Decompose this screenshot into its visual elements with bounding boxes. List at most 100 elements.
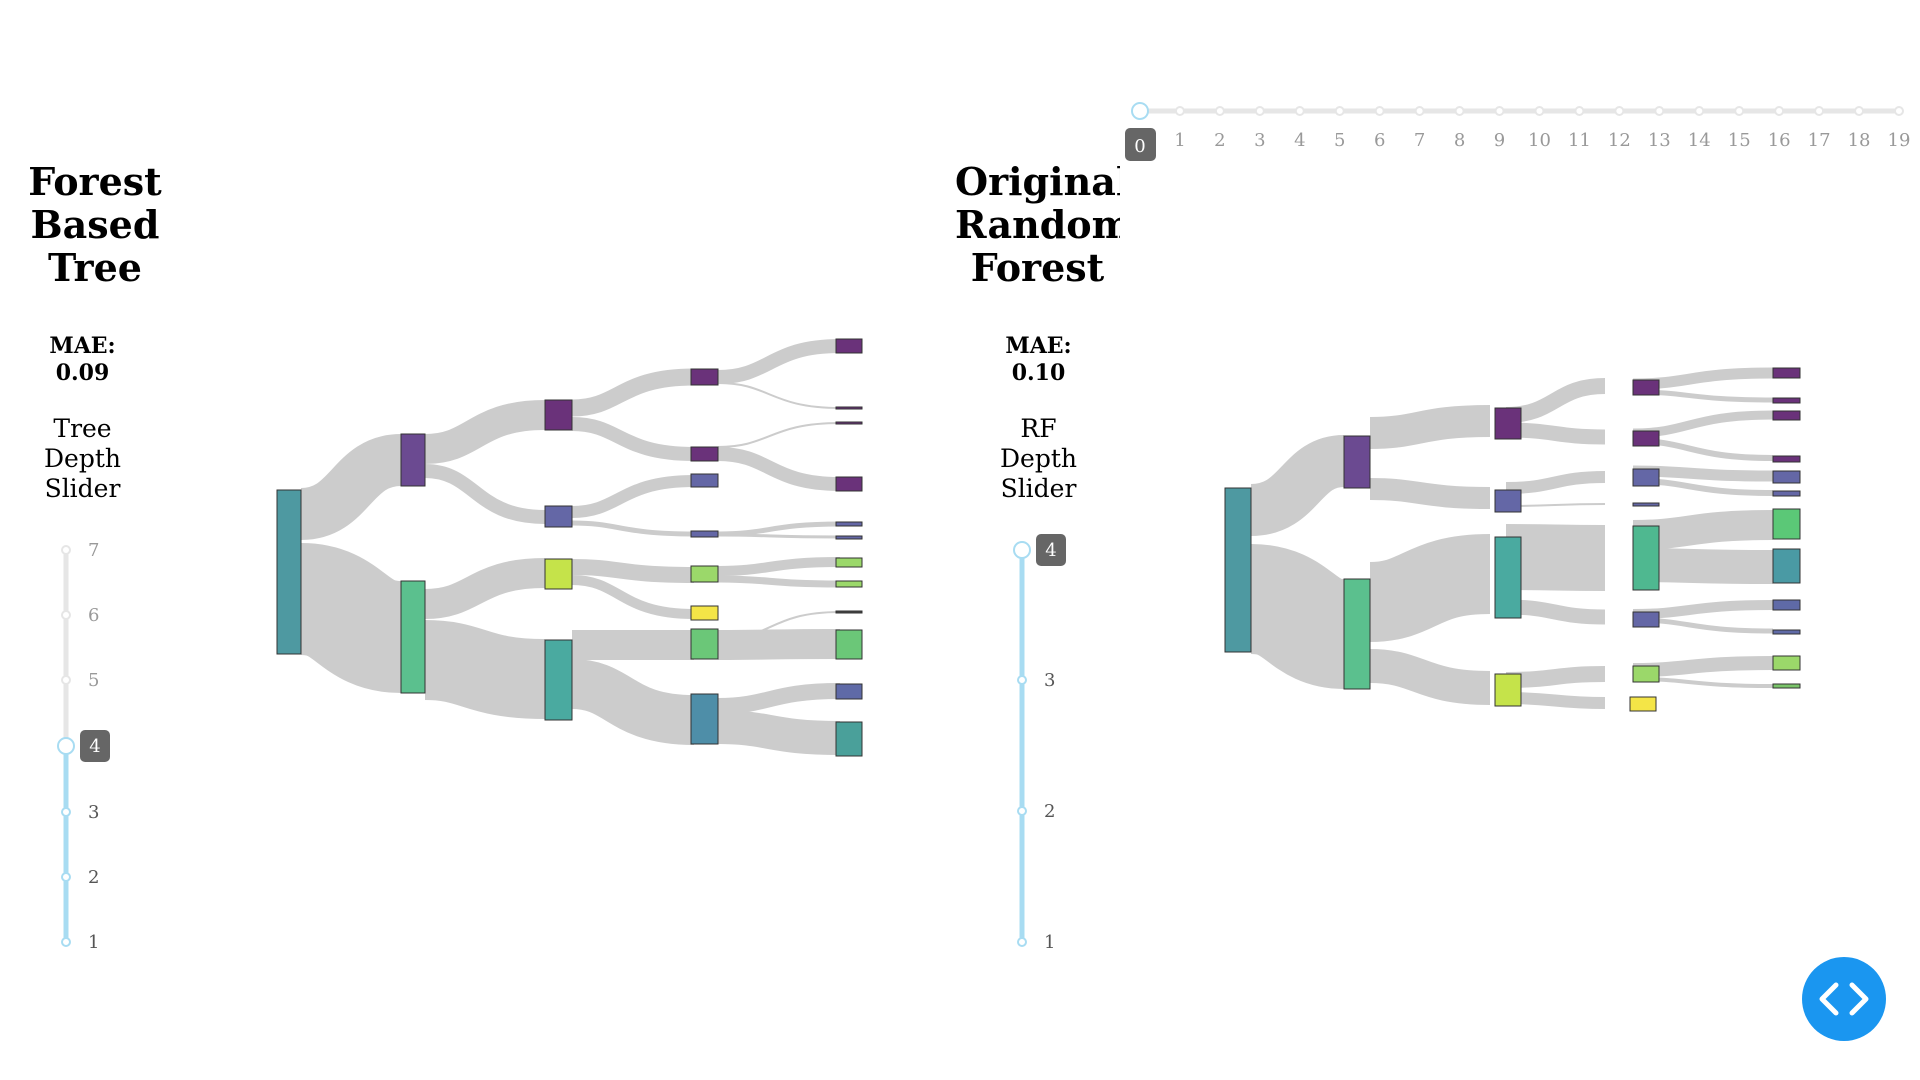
tree-index-tick[interactable]: [1334, 106, 1345, 116]
tree-index-tick-label: 18: [1848, 130, 1871, 151]
tree-node: [835, 629, 863, 660]
forest-node: [1632, 430, 1660, 447]
forest-based-tree-title: Forest Based Tree: [28, 159, 162, 290]
forest-node: [1632, 379, 1660, 396]
tree-node: [400, 433, 426, 487]
tick-label: 2: [88, 867, 99, 888]
tree-index-tick[interactable]: [1534, 106, 1545, 116]
forest-node: [1772, 655, 1801, 671]
tree-index-tick-label: 3: [1254, 130, 1265, 151]
forest-based-tree-sankey: [276, 338, 863, 757]
forest-node: [1772, 397, 1801, 404]
tick-label: 6: [88, 605, 99, 626]
tree-depth-slider-label: Tree Depth Slider: [44, 414, 121, 503]
tree-index-tick[interactable]: [1614, 106, 1625, 116]
tree-index-tick[interactable]: [1294, 106, 1305, 116]
forest-node: [1772, 490, 1801, 497]
tick-label: 1: [1044, 932, 1055, 953]
tree-depth-tick-6[interactable]: 6: [61, 605, 99, 626]
code-toggle-button[interactable]: [1802, 957, 1886, 1041]
tree-index-ticks[interactable]: 1 2 3 4 5 6 7 8 9 10 11 12 13 14 15 16 17 18 19: [1174, 106, 1910, 151]
forest-node: [1632, 611, 1660, 628]
tree-node: [544, 505, 573, 528]
tree-node: [690, 530, 719, 538]
forest-node: [1629, 696, 1657, 712]
rf-depth-tick-1[interactable]: 1: [1017, 932, 1055, 953]
tree-depth-tick-5[interactable]: 5: [61, 670, 99, 691]
forest-node: [1224, 487, 1252, 653]
tree-index-tick[interactable]: [1654, 106, 1665, 116]
tree-index-tick[interactable]: [1574, 106, 1585, 116]
tree-index-tick[interactable]: [1374, 106, 1385, 116]
tree-node: [544, 558, 573, 590]
tree-index-tick[interactable]: [1454, 106, 1465, 116]
tree-index-tick-label: 15: [1728, 130, 1751, 151]
tree-node: [835, 721, 863, 757]
forest-node: [1632, 665, 1660, 683]
forest-node: [1632, 468, 1660, 487]
rf-depth-handle[interactable]: 4: [1013, 534, 1066, 566]
tree-index-tick[interactable]: [1214, 106, 1225, 116]
tree-index-tick[interactable]: [1694, 106, 1705, 116]
tick-label: 3: [1044, 670, 1055, 691]
tree-index-tick[interactable]: [1814, 106, 1825, 116]
tick-label: 3: [88, 802, 99, 823]
forest-node: [1772, 629, 1801, 635]
forest-node: [1772, 599, 1801, 611]
tree-node: [690, 605, 719, 621]
tree-index-tick[interactable]: [1494, 106, 1505, 116]
tree-node: [835, 338, 863, 354]
tree-index-tick-label: 5: [1334, 130, 1345, 151]
original-random-forest-title: Original Random Forest: [955, 160, 1120, 289]
tree-index-tick-label: 6: [1374, 130, 1385, 151]
rf-depth-slider[interactable]: 1 2 3 4: [996, 530, 1086, 960]
tree-nodes: [276, 338, 863, 757]
tree-index-tick-label: 12: [1608, 130, 1631, 151]
tree-index-tick[interactable]: [1894, 106, 1904, 116]
tree-node: [690, 565, 719, 583]
tree-index-tick[interactable]: [1774, 106, 1785, 116]
tick-label: 5: [88, 670, 99, 691]
tree-node: [276, 489, 302, 655]
tree-links: [297, 339, 841, 755]
tree-depth-handle[interactable]: 4: [57, 730, 110, 762]
tree-index-tick-label: 13: [1648, 130, 1671, 151]
tree-node: [835, 476, 863, 492]
left-mae-value: MAE: 0.09: [49, 333, 116, 386]
tree-node: [835, 580, 863, 588]
forest-node: [1632, 525, 1660, 591]
tree-index-tick-label: 2: [1214, 130, 1225, 151]
tree-depth-tick-2[interactable]: 2: [61, 867, 99, 888]
forest-node: [1772, 367, 1801, 379]
rf-depth-tick-2[interactable]: 2: [1017, 801, 1055, 822]
forest-node: [1343, 578, 1371, 690]
forest-node: [1772, 508, 1801, 540]
forest-node: [1772, 410, 1801, 421]
tree-index-tick[interactable]: [1254, 106, 1265, 116]
forest-node: [1772, 470, 1801, 484]
tree-depth-tick-1[interactable]: 1: [61, 932, 99, 953]
tree-index-tick-label: 17: [1808, 130, 1831, 151]
tree-index-tick-label: 11: [1568, 130, 1591, 151]
tree-index-tick[interactable]: [1854, 106, 1865, 116]
tree-node: [835, 406, 863, 410]
tick-label: 7: [88, 540, 99, 561]
tree-index-tick[interactable]: [1414, 106, 1425, 116]
tree-depth-slider[interactable]: 1 2 3 5 6 7 4: [40, 530, 130, 960]
tree-depth-tick-3[interactable]: 3: [61, 802, 99, 823]
tree-index-tick-label: 10: [1528, 130, 1551, 151]
tick-label: 1: [88, 932, 99, 953]
tree-index-tick[interactable]: [1734, 106, 1745, 116]
forest-nodes: [1224, 367, 1801, 712]
tree-node: [544, 639, 573, 721]
forest-node: [1494, 536, 1522, 619]
tree-index-handle[interactable]: 0: [1125, 102, 1156, 161]
rf-depth-tick-3[interactable]: 3: [1017, 670, 1055, 691]
tree-index-slider[interactable]: 1 2 3 4 5 6 7 8 9 10 11 12 13 14 15 16 17 18 19 0: [1120, 90, 1920, 170]
code-icon: [1819, 982, 1869, 1016]
tree-node: [690, 368, 719, 386]
original-random-forest-sankey: [1224, 367, 1801, 712]
tree-index-tick[interactable]: [1174, 106, 1185, 116]
tree-depth-tick-7[interactable]: 7: [61, 540, 99, 561]
tree-node: [544, 399, 573, 431]
